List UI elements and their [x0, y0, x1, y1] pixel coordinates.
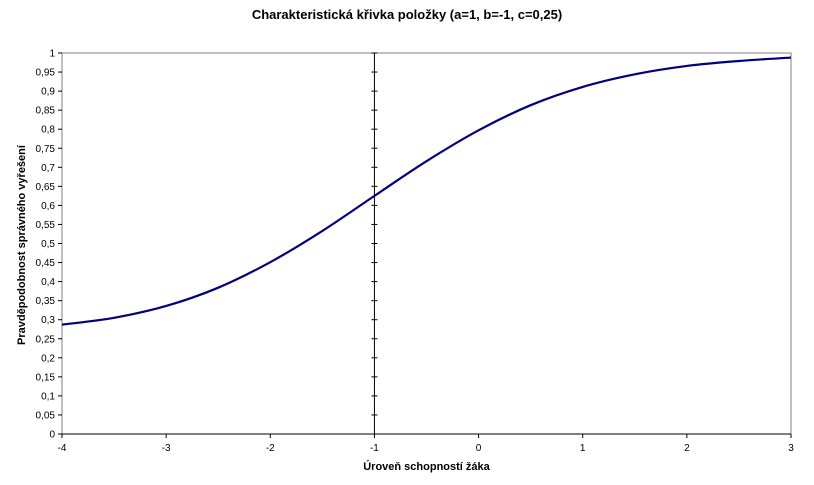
y-tick-label: 0,45 — [36, 258, 56, 269]
x-tick-label: -1 — [370, 443, 379, 454]
x-tick-label: -4 — [58, 443, 67, 454]
y-tick-label: 0 — [49, 430, 55, 441]
y-tick-label: 0,6 — [41, 201, 55, 212]
y-tick-label: 0,8 — [41, 125, 55, 136]
x-tick-label: 1 — [580, 443, 586, 454]
x-tick-label: -3 — [162, 443, 171, 454]
y-tick-label: 0,75 — [36, 144, 56, 155]
x-tick-label: 2 — [684, 443, 690, 454]
x-axis-label: Úroveň schopností žáka — [363, 461, 490, 473]
y-tick-label: 0,5 — [41, 239, 55, 250]
y-tick-label: 0,85 — [36, 106, 56, 117]
x-tick-label: 3 — [788, 443, 794, 454]
y-tick-label: 0,2 — [41, 353, 55, 364]
chart-title: Charakteristická křivka položky (a=1, b=… — [251, 7, 563, 22]
y-tick-label: 0,7 — [41, 163, 55, 174]
x-tick-label: -2 — [266, 443, 275, 454]
y-tick-label: 0,55 — [36, 220, 56, 231]
y-tick-label: 0,05 — [36, 410, 56, 421]
y-tick-label: 0,95 — [36, 68, 56, 79]
x-tick-label: 0 — [476, 443, 482, 454]
plot-area — [61, 52, 792, 435]
y-tick-label: 0,65 — [36, 182, 56, 193]
y-tick-label: 0,4 — [41, 277, 55, 288]
y-tick-label: 0,15 — [36, 372, 56, 383]
y-tick-label: 0,1 — [41, 391, 55, 402]
y-tick-label: 0,3 — [41, 315, 55, 326]
y-tick-label: 1 — [49, 49, 55, 60]
y-tick-label: 0,25 — [36, 334, 56, 345]
y-tick-label: 0,9 — [41, 87, 55, 98]
series-line — [61, 56, 792, 326]
y-tick-label: 0,35 — [36, 296, 56, 307]
